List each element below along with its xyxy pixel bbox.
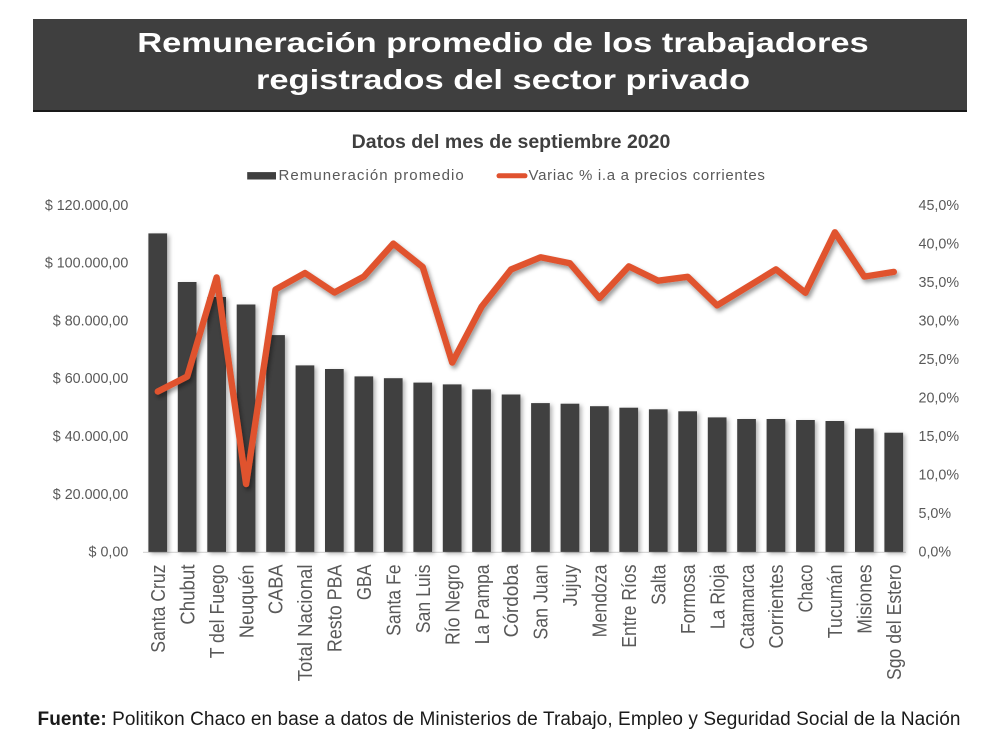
svg-text:Jujuy: Jujuy	[560, 565, 582, 607]
svg-text:Resto PBA: Resto PBA	[325, 564, 347, 652]
svg-text:Catamarca: Catamarca	[737, 564, 759, 649]
svg-text:La Pampa: La Pampa	[472, 564, 494, 644]
svg-text:$ 20.000,00: $ 20.000,00	[53, 487, 129, 503]
svg-text:Tucumán: Tucumán	[825, 565, 847, 639]
svg-text:Santa Fe: Santa Fe	[384, 565, 406, 636]
svg-text:Mendoza: Mendoza	[590, 564, 612, 638]
svg-text:San Juan: San Juan	[531, 565, 553, 640]
svg-text:40,0%: 40,0%	[919, 236, 960, 252]
svg-text:Remuneración promedio: Remuneración promedio	[279, 167, 465, 184]
svg-text:5,0%: 5,0%	[919, 506, 952, 522]
svg-text:10,0%: 10,0%	[919, 468, 960, 484]
svg-text:Formosa: Formosa	[678, 564, 700, 634]
svg-text:$ 80.000,00: $ 80.000,00	[53, 313, 129, 329]
svg-text:GBA: GBA	[354, 564, 376, 600]
svg-text:Córdoba: Córdoba	[501, 564, 523, 638]
svg-text:$ 100.000,00: $ 100.000,00	[45, 256, 129, 272]
svg-text:T del Fuego: T del Fuego	[207, 565, 229, 659]
svg-text:$ 0,00: $ 0,00	[89, 545, 129, 561]
svg-text:35,0%: 35,0%	[919, 275, 960, 291]
svg-text:$ 120.000,00: $ 120.000,00	[45, 198, 129, 214]
svg-text:Entre Ríos: Entre Ríos	[619, 565, 641, 648]
svg-text:Chaco: Chaco	[796, 565, 818, 613]
svg-text:25,0%: 25,0%	[919, 352, 960, 368]
svg-text:San Luis: San Luis	[413, 565, 435, 634]
svg-text:Sgo del Estero: Sgo del Estero	[884, 565, 906, 681]
svg-text:Corrientes: Corrientes	[766, 565, 788, 649]
svg-text:15,0%: 15,0%	[919, 429, 960, 445]
svg-text:20,0%: 20,0%	[919, 390, 960, 406]
svg-text:30,0%: 30,0%	[919, 313, 960, 329]
svg-text:Variac % i.a a precios corrien: Variac % i.a a precios corrientes	[529, 167, 766, 184]
svg-text:CABA: CABA	[266, 564, 288, 614]
svg-text:Río Negro: Río Negro	[442, 565, 464, 646]
svg-text:Neuquén: Neuquén	[236, 565, 258, 639]
svg-text:$ 40.000,00: $ 40.000,00	[53, 429, 129, 445]
svg-text:0,0%: 0,0%	[919, 545, 952, 561]
svg-text:Santa Cruz: Santa Cruz	[148, 565, 170, 653]
svg-text:Total Nacional: Total Nacional	[295, 565, 317, 682]
svg-text:Misiones: Misiones	[855, 565, 877, 634]
svg-text:45,0%: 45,0%	[919, 198, 960, 214]
svg-text:Salta: Salta	[648, 564, 670, 605]
svg-text:La Rioja: La Rioja	[707, 564, 729, 630]
svg-text:$ 60.000,00: $ 60.000,00	[53, 371, 129, 387]
svg-text:Chubut: Chubut	[177, 564, 199, 625]
